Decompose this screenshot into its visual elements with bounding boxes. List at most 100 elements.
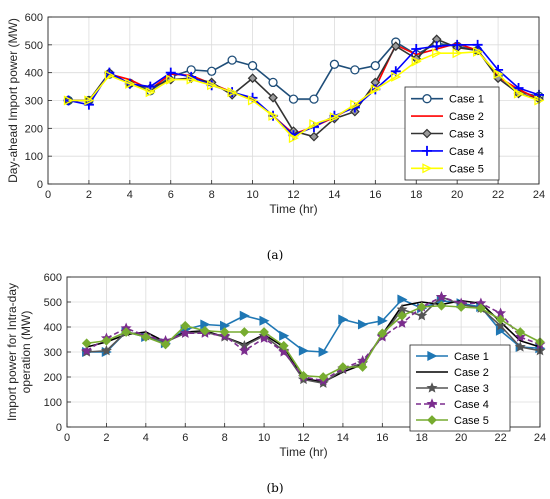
y-tick-label: 100 <box>44 397 62 409</box>
data-point <box>84 95 95 106</box>
x-tick-label: 16 <box>369 189 381 201</box>
x-tick-label: 0 <box>45 189 51 201</box>
x-tick-label: 6 <box>168 189 174 201</box>
data-point <box>268 110 279 121</box>
data-point <box>219 327 230 337</box>
data-point <box>452 39 463 50</box>
legend-marker <box>422 145 432 156</box>
chart-b: 0 2 4 6 8 10 12 14 16 18 20 22 240100200300400500600… <box>5 272 546 459</box>
data-point <box>298 370 309 381</box>
y-tick-label: 300 <box>44 347 62 359</box>
legend: Case 1 Case 2 Case 3 Case 4 Case 5 <box>409 344 511 432</box>
legend-marker <box>422 94 432 104</box>
y-tick-label: 500 <box>25 40 43 52</box>
data-point <box>390 41 401 52</box>
data-point <box>515 327 526 337</box>
data-point <box>416 302 427 312</box>
data-point <box>309 131 319 142</box>
legend-marker <box>422 163 433 174</box>
data-point <box>357 319 369 330</box>
x-tick-label: 4 <box>143 432 149 444</box>
x-tick-label: 2 <box>103 432 109 444</box>
x-tick-label: 14 <box>337 432 349 444</box>
data-point <box>396 317 408 328</box>
data-point <box>350 65 360 75</box>
data-point <box>416 309 428 321</box>
x-tick-label: 4 <box>127 189 133 201</box>
data-point <box>309 119 320 130</box>
data-point <box>186 74 197 85</box>
data-point <box>100 344 112 356</box>
y-tick-label: 600 <box>25 12 43 24</box>
y-tick-label: 400 <box>25 68 43 80</box>
data-point <box>493 69 504 80</box>
legend-label: Case 4 <box>454 399 489 411</box>
series-5 <box>63 46 545 144</box>
y-tick-label: 400 <box>44 322 62 334</box>
data-point <box>288 133 299 144</box>
data-point <box>140 332 151 342</box>
legend-marker <box>422 128 432 139</box>
x-tick-label: 24 <box>533 189 545 201</box>
y-tick-label: 300 <box>25 96 43 108</box>
data-point <box>436 300 447 311</box>
y-tick-label: 600 <box>44 272 62 284</box>
data-point <box>495 319 507 331</box>
y-tick-label: 500 <box>44 297 62 309</box>
data-point <box>318 346 329 358</box>
data-point <box>338 314 349 325</box>
data-point <box>411 56 422 67</box>
x-tick-label: 8 <box>222 432 228 444</box>
data-point <box>104 70 115 81</box>
data-point <box>145 87 156 98</box>
data-point <box>200 325 210 336</box>
data-point <box>81 338 92 349</box>
legend-marker <box>426 398 438 409</box>
data-point <box>338 362 348 372</box>
data-point <box>432 48 443 59</box>
data-point <box>350 99 361 110</box>
data-point <box>278 340 289 351</box>
legend-label: Case 4 <box>449 146 484 158</box>
data-point <box>476 303 486 314</box>
x-tick-label: 2 <box>86 189 92 201</box>
y-axis-label: Day-ahead Import power (MW) <box>6 18 20 183</box>
chart-a: 0 2 4 6 8 10 12 14 16 18 20 22 240100200300400500600… <box>6 12 545 216</box>
legend-marker <box>427 415 437 425</box>
data-point <box>377 315 388 326</box>
data-point <box>495 314 506 325</box>
x-tick-label: 12 <box>287 189 299 201</box>
data-point <box>247 61 258 71</box>
data-point <box>180 320 191 331</box>
data-point <box>227 55 237 65</box>
legend-label: Case 1 <box>449 94 484 106</box>
y-axis-label: operation (MW) <box>19 311 33 394</box>
x-tick-label: 20 <box>455 432 467 444</box>
data-point <box>238 344 250 356</box>
data-point <box>268 77 278 88</box>
y-tick-label: 200 <box>25 123 43 135</box>
data-point <box>125 78 136 89</box>
data-point <box>207 66 217 76</box>
caption-a: (a) <box>267 248 284 262</box>
data-point <box>397 294 408 305</box>
data-point <box>357 362 368 372</box>
data-point <box>165 67 176 78</box>
legend-marker <box>427 350 438 362</box>
data-point <box>472 46 484 57</box>
data-point <box>298 345 309 356</box>
data-point <box>456 302 467 312</box>
legend-label: Case 2 <box>449 111 484 123</box>
data-point <box>81 344 93 356</box>
data-point <box>179 327 191 338</box>
data-point <box>268 92 278 103</box>
data-point <box>121 327 131 337</box>
y-tick-label: 100 <box>25 151 43 163</box>
data-point <box>370 84 381 95</box>
x-tick-label: 10 <box>258 432 270 444</box>
data-point <box>239 310 250 321</box>
legend-label: Case 5 <box>449 163 484 175</box>
caption-b: (b) <box>266 481 283 495</box>
legend-label: Case 2 <box>454 367 489 379</box>
data-point <box>329 59 340 69</box>
